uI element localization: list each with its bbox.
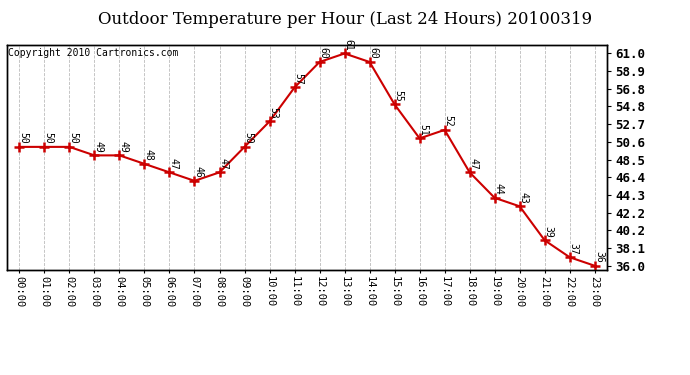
Text: 52: 52 bbox=[444, 116, 454, 127]
Text: 44: 44 bbox=[494, 183, 504, 195]
Text: 55: 55 bbox=[394, 90, 404, 102]
Text: 39: 39 bbox=[544, 226, 554, 237]
Text: 37: 37 bbox=[569, 243, 579, 255]
Text: 47: 47 bbox=[469, 158, 479, 170]
Text: 60: 60 bbox=[319, 48, 328, 59]
Text: 49: 49 bbox=[119, 141, 128, 153]
Text: 53: 53 bbox=[268, 107, 279, 118]
Text: 50: 50 bbox=[244, 132, 254, 144]
Text: 47: 47 bbox=[168, 158, 179, 170]
Text: 50: 50 bbox=[68, 132, 79, 144]
Text: 50: 50 bbox=[43, 132, 54, 144]
Text: 57: 57 bbox=[294, 73, 304, 85]
Text: 51: 51 bbox=[419, 124, 428, 136]
Text: 50: 50 bbox=[19, 132, 28, 144]
Text: 47: 47 bbox=[219, 158, 228, 170]
Text: 60: 60 bbox=[368, 48, 379, 59]
Text: 48: 48 bbox=[144, 149, 154, 161]
Text: 61: 61 bbox=[344, 39, 354, 51]
Text: 49: 49 bbox=[94, 141, 104, 153]
Text: 43: 43 bbox=[519, 192, 529, 204]
Text: 46: 46 bbox=[194, 166, 204, 178]
Text: Copyright 2010 Cartronics.com: Copyright 2010 Cartronics.com bbox=[8, 48, 179, 58]
Text: Outdoor Temperature per Hour (Last 24 Hours) 20100319: Outdoor Temperature per Hour (Last 24 Ho… bbox=[98, 11, 592, 28]
Text: 36: 36 bbox=[594, 251, 604, 263]
